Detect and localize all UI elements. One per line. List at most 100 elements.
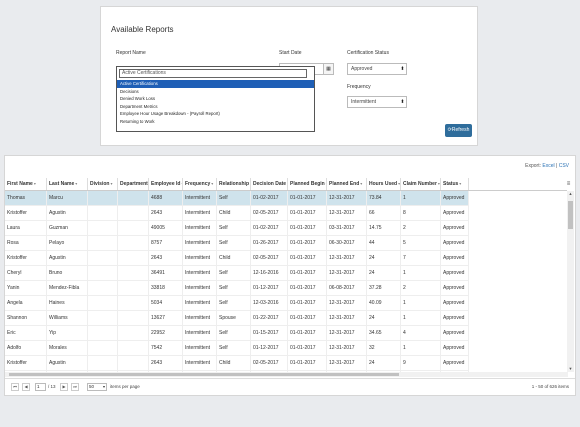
frequency-select[interactable]: Intermittent ⬍ — [347, 96, 407, 108]
last-page-icon[interactable]: ⏭ — [71, 383, 79, 391]
column-header[interactable]: Last Name▾ — [47, 178, 88, 190]
table-cell: 5 — [401, 236, 441, 251]
column-header-label: Frequency — [185, 181, 211, 187]
page-size-select[interactable]: 50 ▾ — [87, 383, 107, 391]
column-menu-chevron-icon[interactable]: ▾ — [459, 181, 462, 186]
report-option[interactable]: Active Certifications — [117, 80, 314, 88]
table-cell — [88, 371, 118, 372]
table-cell: Agustin — [47, 206, 88, 221]
table-cell: 01-13-2017 — [251, 371, 288, 372]
column-menu-chevron-icon[interactable]: ▾ — [75, 181, 78, 186]
table-row[interactable]: Yanin Mendez-Fibla 33818 Intermittent Self 01… — [5, 281, 469, 296]
table-cell: 02-05-2017 — [251, 206, 288, 221]
table-cell: 1 — [401, 371, 441, 372]
export-csv-link[interactable]: CSV — [558, 163, 569, 169]
table-cell: 01-01-2017 — [288, 236, 327, 251]
table-cell: 73.84 — [367, 191, 401, 206]
table-row[interactable]: Laura Guzman 49005 Intermittent Self 01-02-20… — [5, 221, 469, 236]
column-header[interactable]: Division▾ — [88, 178, 118, 190]
table-cell: Intermittent — [183, 266, 217, 281]
report-option[interactable]: Decisions — [120, 88, 139, 94]
table-cell: 37.28 — [367, 281, 401, 296]
table-cell: 12-31-2017 — [327, 251, 367, 266]
column-header[interactable]: Decision Date▾ — [251, 178, 288, 190]
table-cell: 2643 — [149, 206, 183, 221]
table-cell: 01-01-2017 — [288, 266, 327, 281]
table-row[interactable]: Eric Yip 22952 Intermittent Self 01-15-2017 01… — [5, 326, 469, 341]
table-row[interactable]: Kristoffer Agustin 2643 Intermittent Child 02… — [5, 206, 469, 221]
column-menu-chevron-icon[interactable]: ▾ — [181, 181, 182, 186]
table-cell — [88, 251, 118, 266]
page-number-input[interactable]: 1 — [35, 383, 46, 391]
column-header[interactable]: Claim Number▾ — [401, 178, 441, 190]
vertical-scroll-thumb[interactable] — [568, 201, 573, 229]
table-row[interactable]: Kristoffer Agustin 2643 Intermittent Child 02… — [5, 356, 469, 371]
table-row[interactable]: Angela Haines 5034 Intermittent Self 12-03-20… — [5, 296, 469, 311]
table-cell: 06-30-2017 — [327, 236, 367, 251]
column-header[interactable]: Hours Used▾ — [367, 178, 401, 190]
column-header[interactable]: First Name▾ — [5, 178, 47, 190]
report-option[interactable]: Returning to Work — [120, 118, 155, 124]
export-excel-link[interactable]: Excel — [542, 163, 555, 169]
table-row[interactable]: Adolfo Morales 7542 Intermittent Self 01-12-2… — [5, 341, 469, 356]
table-cell: Intermittent — [183, 221, 217, 236]
next-page-icon[interactable]: ▶ — [60, 383, 68, 391]
column-menu-chevron-icon[interactable]: ▾ — [360, 181, 363, 186]
horizontal-scroll-thumb[interactable] — [9, 373, 399, 376]
table-cell: 01-01-2018 — [327, 371, 367, 372]
column-menu-chevron-icon[interactable]: ▾ — [326, 181, 327, 186]
column-header[interactable]: Relationship▾ — [217, 178, 251, 190]
table-cell: 01-02-2017 — [288, 371, 327, 372]
column-header[interactable]: Planned Begin▾ — [288, 178, 327, 190]
table-row[interactable]: LorannRohde 35818IntermittentSelf01-13-20… — [5, 371, 469, 372]
column-menu-chevron-icon[interactable]: ▾ — [437, 181, 440, 186]
table-cell: Pelayo — [47, 236, 88, 251]
table-cell: 24 — [367, 251, 401, 266]
cert-status-select[interactable]: Approved ⬍ — [347, 63, 407, 75]
table-cell: 01-26-2017 — [251, 236, 288, 251]
table-cell: Approved — [441, 281, 469, 296]
table-row[interactable]: Cheryl Bruno 36491 Intermittent Self 12-16-20… — [5, 266, 469, 281]
table-cell: 13627 — [149, 311, 183, 326]
refresh-button[interactable]: ⟳Refresh — [445, 124, 472, 137]
prev-page-icon[interactable]: ◀ — [22, 383, 30, 391]
report-name-select[interactable]: Active Certifications — [119, 69, 307, 78]
report-option[interactable]: Employee Hour Usage Breakdown - (Payroll… — [120, 111, 220, 117]
horizontal-scrollbar[interactable] — [5, 372, 568, 377]
column-header[interactable]: Planned End▾ — [327, 178, 367, 190]
column-menu-icon[interactable]: ≡ — [566, 181, 571, 187]
first-page-icon[interactable]: ⏮ — [11, 383, 19, 391]
scroll-down-icon[interactable]: ▼ — [568, 366, 573, 371]
column-header[interactable]: Department▾ — [118, 178, 149, 190]
table-cell: 03-31-2017 — [327, 221, 367, 236]
table-cell: Child — [217, 251, 251, 266]
calendar-icon[interactable]: ▦ — [323, 64, 333, 74]
frequency-value: Intermittent — [351, 99, 377, 105]
report-option[interactable]: Department Metrics — [120, 103, 158, 109]
table-row[interactable]: Shannon Williams 13627 Intermittent Spouse 01… — [5, 311, 469, 326]
column-menu-chevron-icon[interactable]: ▾ — [211, 181, 214, 186]
table-row[interactable]: Kristoffer Agustin 2643 Intermittent Child 02… — [5, 251, 469, 266]
column-menu-chevron-icon[interactable]: ▾ — [110, 181, 113, 186]
table-row[interactable]: Rosa Pelayo 8757 Intermittent Self 01-26-2017… — [5, 236, 469, 251]
chevron-down-icon: ⬍ — [400, 66, 405, 72]
table-cell: 12-31-2017 — [327, 296, 367, 311]
column-header[interactable]: Frequency▾ — [183, 178, 217, 190]
report-name-dropdown[interactable]: Active Certifications Active Certificati… — [116, 66, 315, 132]
table-cell: 01-22-2017 — [251, 311, 288, 326]
column-header[interactable]: Employee Id▾ — [149, 178, 183, 190]
vertical-scrollbar[interactable]: ▲ ▼ — [567, 191, 574, 372]
table-cell: 24 — [367, 311, 401, 326]
scroll-up-icon[interactable]: ▲ — [568, 191, 573, 196]
column-menu-chevron-icon[interactable]: ▾ — [33, 181, 36, 186]
refresh-icon: ⟳ — [447, 127, 452, 133]
report-option[interactable]: Denied Work Loss — [120, 96, 156, 102]
column-header[interactable]: Status▾ — [441, 178, 469, 190]
table-cell: 12-31-2017 — [327, 266, 367, 281]
table-cell: Rosa — [5, 236, 47, 251]
table-cell: Haines — [47, 296, 88, 311]
column-header-label: First Name — [7, 181, 33, 187]
column-menu-chevron-icon[interactable]: ▾ — [398, 181, 401, 186]
table-row[interactable]: Thomas Marcu 4688 Intermittent Self 01-02-201… — [5, 191, 469, 206]
table-cell: 01-02-2017 — [251, 221, 288, 236]
